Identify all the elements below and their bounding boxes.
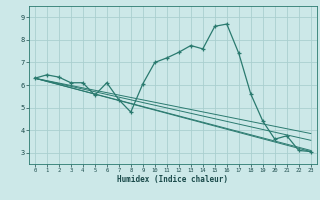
X-axis label: Humidex (Indice chaleur): Humidex (Indice chaleur) xyxy=(117,175,228,184)
